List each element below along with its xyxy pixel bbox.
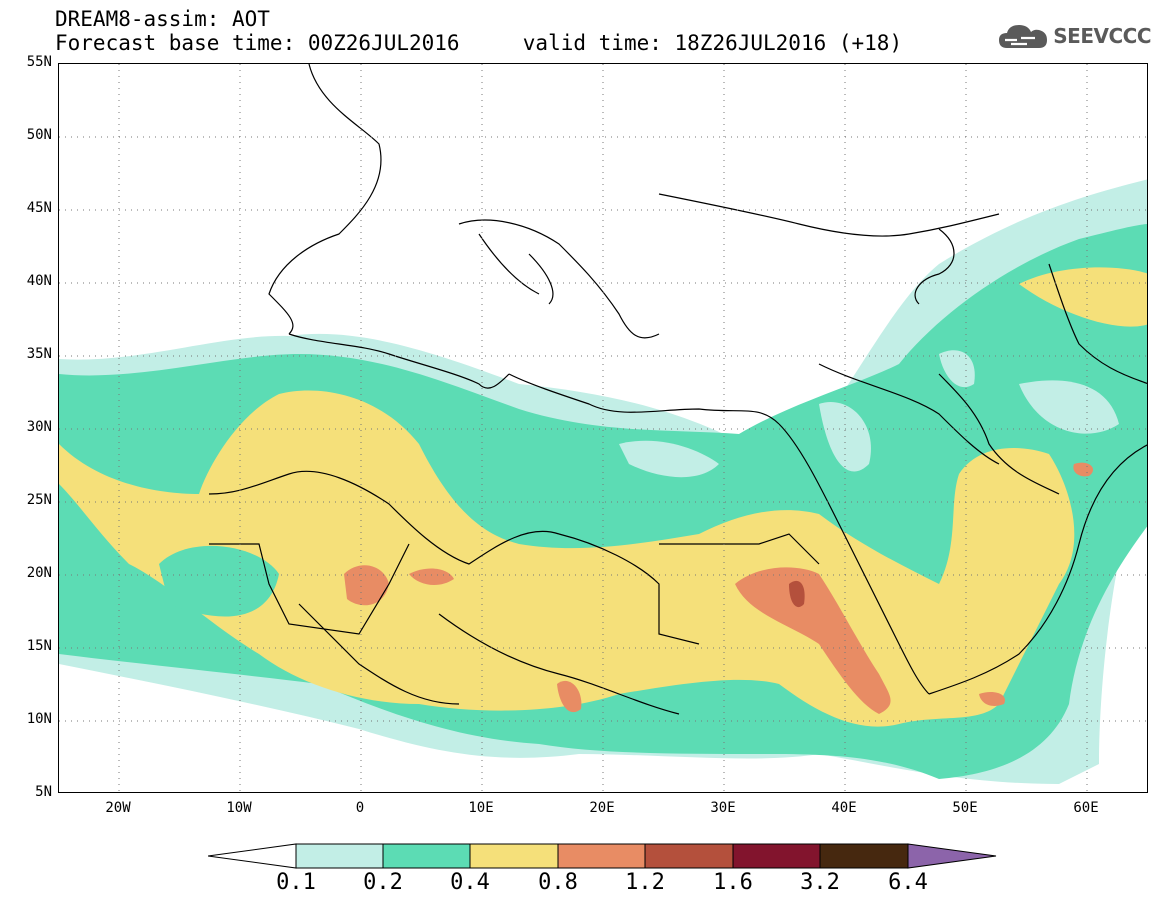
colorbar-swatch-1.2-1.6 [644,843,734,869]
lat-label-50n: 50N [26,127,52,143]
colorbar-label-0.2: 0.2 [363,870,403,895]
aot-band-0.4-0.8 [1019,267,1147,327]
aot-band-0.8-1.2 [557,680,582,713]
aot-band-0.8-1.2 [979,692,1005,706]
brand-name: SEEVCCC [1053,24,1151,48]
aot-band-0.8-1.2 [735,567,891,714]
colorbar-swatch-1.6-3.2 [732,843,821,869]
aot-green-patch [159,545,279,617]
aot-colorbar [208,843,997,869]
colorbar-label-0.4: 0.4 [450,870,490,895]
lon-label-20e: 20E [589,800,615,816]
lat-label-35n: 35N [26,346,52,362]
colorbar-under-arrow [208,843,297,869]
colorbar-swatch-0.1-0.2 [295,843,384,869]
lat-label-10n: 10N [26,711,52,727]
lat-label-25n: 25N [26,492,52,508]
aot-band-0.8-1.2 [409,568,454,586]
colorbar-swatch-3.2-6.4 [819,843,909,869]
lat-label-55n: 55N [26,54,52,70]
aot-field-svg [59,64,1147,792]
lat-label-30n: 30N [26,419,52,435]
lon-label-10e: 10E [468,800,494,816]
aot-map [58,63,1148,793]
lat-label-20n: 20N [26,565,52,581]
colorbar-label-6.4: 6.4 [888,870,928,895]
colorbar-label-0.1: 0.1 [276,870,316,895]
aot-band-1.2-1.6 [789,580,805,608]
lon-label-20w: 20W [105,800,131,816]
lat-label-5n: 5N [35,784,52,800]
map-title: DREAM8-assim: AOT [55,7,270,31]
colorbar-swatch-0.8-1.2 [557,843,646,869]
aot-band-0.8-1.2 [1073,462,1094,477]
lon-label-50e: 50E [952,800,978,816]
lat-label-45n: 45N [26,200,52,216]
colorbar-label-3.2: 3.2 [800,870,840,895]
colorbar-label-1.6: 1.6 [713,870,753,895]
lon-label-0: 0 [355,800,365,816]
colorbar-over-arrow [907,843,997,869]
lat-label-40n: 40N [26,273,52,289]
lon-label-60e: 60E [1073,800,1099,816]
colorbar-label-1.2: 1.2 [625,870,665,895]
lon-label-30e: 30E [710,800,736,816]
lon-label-10w: 10W [226,800,252,816]
lat-label-15n: 15N [26,638,52,654]
aot-clear-pocket [1019,380,1119,434]
forecast-times: Forecast base time: 00Z26JUL2016 valid t… [55,31,903,55]
lon-label-40e: 40E [831,800,857,816]
colorbar-swatch-0.2-0.4 [382,843,471,869]
coastlines [208,64,1147,715]
aot-clear-pocket [939,350,975,388]
colorbar-swatch-0.4-0.8 [469,843,559,869]
aot-clear-pocket [619,440,719,478]
colorbar-label-0.8: 0.8 [538,870,578,895]
cloud-icon [999,25,1048,48]
brand-logo: SEEVCCC [997,22,1151,50]
